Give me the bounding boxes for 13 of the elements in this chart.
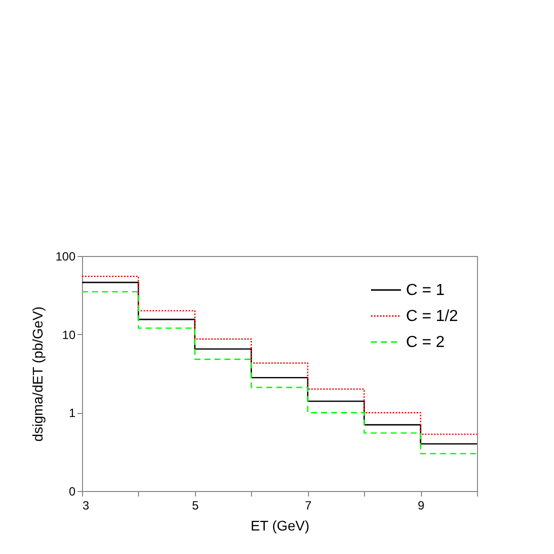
y-tick-label: 1: [68, 406, 76, 420]
y-tick-label: 10: [62, 328, 76, 342]
x-axis-title: ET (GeV): [250, 518, 310, 534]
x-tick-label: 5: [192, 498, 200, 512]
legend-label: C = 1: [406, 282, 445, 299]
y-tick-label: 0: [68, 484, 76, 498]
x-tick-label: 3: [82, 498, 90, 512]
y-axis-title: dsigma/dET (pb/GeV): [29, 306, 46, 442]
legend-label: C = 2: [406, 334, 445, 351]
x-tick-label: 7: [304, 498, 312, 512]
x-tick-label: 9: [418, 498, 425, 512]
legend-label: C = 1/2: [406, 308, 458, 325]
y-tick-label: 100: [55, 250, 76, 264]
